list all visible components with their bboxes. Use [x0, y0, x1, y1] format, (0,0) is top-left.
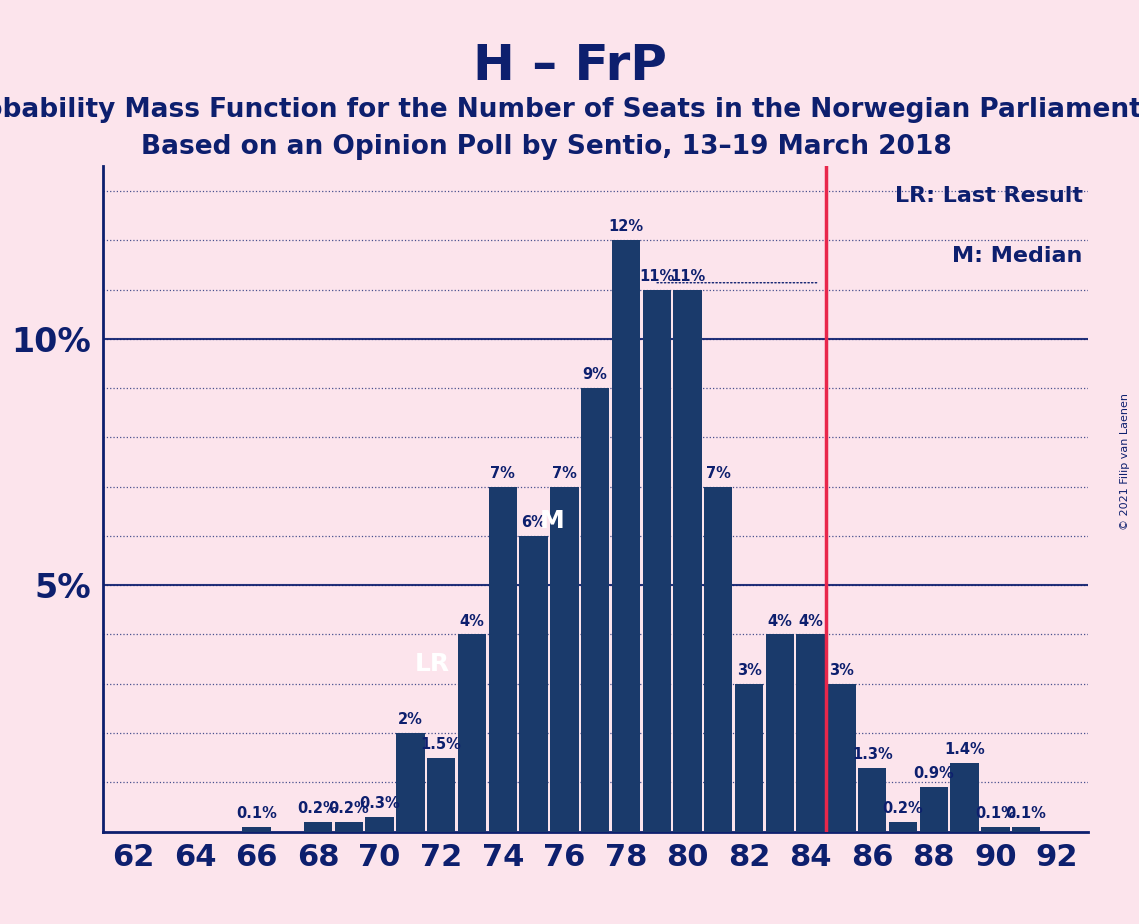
Text: 4%: 4% — [768, 614, 793, 628]
Bar — [735, 684, 763, 832]
Text: 0.3%: 0.3% — [359, 796, 400, 811]
Text: M: Median: M: Median — [952, 246, 1083, 266]
Text: 11%: 11% — [670, 269, 705, 284]
Bar — [704, 487, 732, 832]
Text: 7%: 7% — [706, 466, 731, 480]
Text: 6%: 6% — [522, 515, 546, 530]
Text: 0.2%: 0.2% — [328, 801, 369, 816]
Bar — [1013, 827, 1040, 832]
Text: 0.1%: 0.1% — [236, 806, 277, 821]
Text: 3%: 3% — [737, 663, 762, 678]
Text: 0.1%: 0.1% — [1006, 806, 1047, 821]
Text: Based on an Opinion Poll by Sentio, 13–19 March 2018: Based on an Opinion Poll by Sentio, 13–1… — [141, 134, 952, 160]
Text: 12%: 12% — [608, 219, 644, 235]
Text: 0.2%: 0.2% — [883, 801, 924, 816]
Bar — [396, 733, 425, 832]
Text: 0.2%: 0.2% — [297, 801, 338, 816]
Bar — [458, 635, 486, 832]
Bar — [243, 827, 271, 832]
Text: 3%: 3% — [829, 663, 854, 678]
Bar — [366, 817, 394, 832]
Text: 1.3%: 1.3% — [852, 747, 893, 761]
Text: H – FrP: H – FrP — [473, 42, 666, 90]
Text: 0.9%: 0.9% — [913, 766, 954, 782]
Text: 4%: 4% — [459, 614, 484, 628]
Text: 4%: 4% — [798, 614, 823, 628]
Text: M: M — [540, 509, 565, 533]
Bar — [919, 787, 948, 832]
Bar — [888, 821, 917, 832]
Bar — [827, 684, 855, 832]
Bar — [335, 821, 363, 832]
Text: 2%: 2% — [398, 712, 423, 727]
Bar — [796, 635, 825, 832]
Bar — [981, 827, 1009, 832]
Text: Probability Mass Function for the Number of Seats in the Norwegian Parliament: Probability Mass Function for the Number… — [0, 97, 1139, 123]
Text: LR: LR — [415, 652, 450, 676]
Bar — [673, 289, 702, 832]
Bar — [519, 536, 548, 832]
Text: © 2021 Filip van Laenen: © 2021 Filip van Laenen — [1121, 394, 1130, 530]
Bar — [950, 762, 978, 832]
Text: 0.1%: 0.1% — [975, 806, 1016, 821]
Bar — [550, 487, 579, 832]
Bar — [642, 289, 671, 832]
Bar — [304, 821, 333, 832]
Text: 9%: 9% — [583, 367, 607, 383]
Bar — [427, 758, 456, 832]
Bar — [765, 635, 794, 832]
Text: 11%: 11% — [639, 269, 674, 284]
Text: 1.5%: 1.5% — [420, 736, 461, 752]
Text: 7%: 7% — [552, 466, 576, 480]
Bar — [858, 768, 886, 832]
Text: 1.4%: 1.4% — [944, 742, 985, 757]
Bar — [581, 388, 609, 832]
Bar — [489, 487, 517, 832]
Bar — [612, 240, 640, 832]
Text: LR: Last Result: LR: Last Result — [895, 187, 1083, 206]
Text: 7%: 7% — [490, 466, 515, 480]
